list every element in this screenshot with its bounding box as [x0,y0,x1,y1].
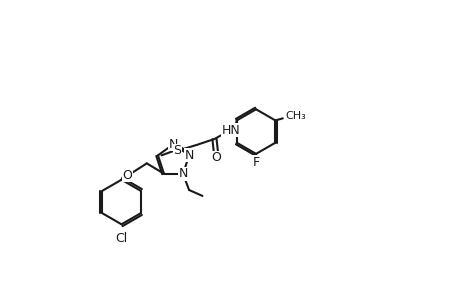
Text: N: N [184,149,193,162]
Text: CH₃: CH₃ [285,111,306,121]
Text: O: O [211,151,221,164]
Text: N: N [168,138,178,151]
Text: F: F [252,156,259,169]
Text: S: S [173,144,181,158]
Text: Cl: Cl [115,232,127,245]
Text: O: O [122,169,132,182]
Text: N: N [178,167,187,180]
Text: HN: HN [221,124,240,136]
